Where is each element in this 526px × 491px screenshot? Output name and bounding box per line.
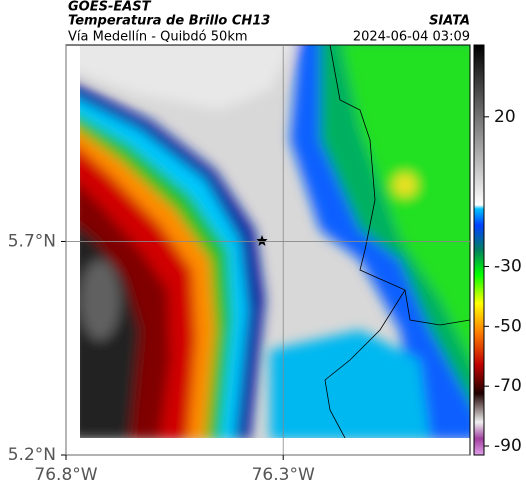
datetime: 2024-06-04 03:09 bbox=[353, 30, 470, 45]
lat-tick-label: 5.2°N bbox=[8, 445, 56, 465]
colorbar-tick-label: -70 bbox=[494, 376, 522, 396]
subtitle: Vía Medellín - Quibdó 50km bbox=[68, 30, 248, 45]
colorbar-tick-label: -90 bbox=[494, 436, 522, 456]
colorbar bbox=[473, 44, 485, 456]
city-marker bbox=[256, 235, 268, 246]
source: GOES-EAST bbox=[68, 0, 152, 15]
organization: SIATA bbox=[429, 14, 470, 29]
colorbar-tick-label: 20 bbox=[494, 107, 516, 127]
title: Temperatura de Brillo CH13 bbox=[68, 14, 270, 29]
brightness-field bbox=[80, 45, 470, 438]
lat-tick-label: 5.7°N bbox=[8, 231, 56, 251]
lon-tick-label: 76.3°W bbox=[252, 465, 315, 485]
lon-tick-label: 76.8°W bbox=[34, 465, 97, 485]
colorbar-tick-label: -30 bbox=[494, 256, 522, 276]
colorbar-tick-label: -50 bbox=[494, 316, 522, 336]
